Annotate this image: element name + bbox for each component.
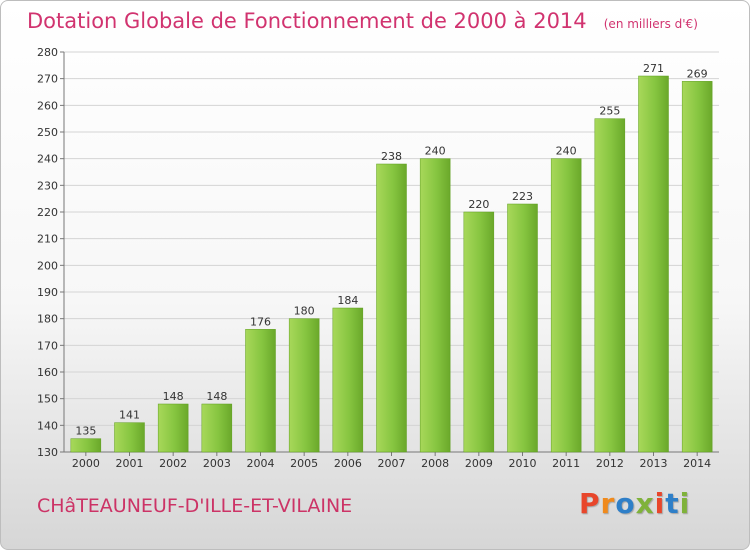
bar [681,81,713,453]
x-tick-label: 2002 [159,457,187,470]
bar [70,438,102,453]
y-tick-label: 160 [37,366,58,379]
y-tick-label: 270 [37,73,58,86]
x-tick-label: 2008 [421,457,449,470]
chart-title: Dotation Globale de Fonctionnement de 20… [27,9,587,33]
y-tick-label: 240 [37,153,58,166]
bar [419,158,451,453]
bar [376,163,407,453]
y-tick-label: 220 [37,206,58,219]
x-tick-label: 2009 [465,457,493,470]
bar-value-label: 240 [556,145,577,158]
x-tick-label: 2003 [203,457,231,470]
bar [550,158,582,453]
bar [463,211,495,453]
bar-value-label: 238 [381,150,402,163]
bar [114,422,145,453]
bar-value-label: 176 [250,315,271,328]
bar-value-label: 220 [468,198,489,211]
x-tick-label: 2000 [72,457,100,470]
bar [507,203,538,453]
y-tick-label: 210 [37,233,58,246]
commune-name: CHâTEAUNEUF-D'ILLE-ET-VILAINE [37,495,353,517]
logo-letter: P [579,487,601,520]
x-tick-label: 2013 [640,457,668,470]
y-tick-label: 170 [37,339,58,352]
bar-value-label: 255 [599,105,620,118]
logo-letter: o [615,487,636,520]
labels: 135 2000 141 2001 148 2002 148 2003 176 2004 180 20… [72,62,711,470]
bar-value-label: 223 [512,190,533,203]
bar [638,75,669,453]
x-tick-label: 2001 [116,457,144,470]
bar [245,329,276,453]
proxiti-logo[interactable]: Proxiti [579,487,690,520]
y-tick-label: 250 [37,126,58,139]
y-tick-label: 150 [37,393,58,406]
x-tick-label: 2005 [290,457,318,470]
y-tick-label: 140 [37,419,58,432]
y-tick-label: 190 [37,286,58,299]
bar-value-label: 240 [425,145,446,158]
bar [157,403,189,453]
x-tick-label: 2007 [378,457,406,470]
bar-value-label: 269 [687,67,708,80]
y-tick-label: 200 [37,259,58,272]
bar-value-label: 135 [75,425,96,438]
logo-letter: t [665,487,680,520]
bar-value-label: 180 [294,305,315,318]
y-tick-label: 230 [37,179,58,192]
logo-letter: r [600,487,616,520]
logo-letter: i [679,487,691,520]
logo-letter: i [654,487,666,520]
y-tick-label: 260 [37,99,58,112]
bar [332,307,364,453]
bars [70,75,713,453]
y-tick-label: 280 [37,46,58,59]
x-tick-label: 2006 [334,457,362,470]
x-tick-label: 2012 [596,457,624,470]
bar-value-label: 148 [206,390,227,403]
chart-header: Dotation Globale de Fonctionnement de 20… [27,9,698,33]
y-tick-label: 130 [37,446,58,459]
x-tick-label: 2011 [552,457,580,470]
x-tick-label: 2010 [509,457,537,470]
bar-value-label: 148 [163,390,184,403]
chart-unit: (en milliers d'€) [603,17,698,31]
bar [594,118,626,453]
x-tick-label: 2014 [683,457,711,470]
y-tick-label: 180 [37,313,58,326]
bar-value-label: 184 [337,294,358,307]
bar-value-label: 271 [643,62,664,75]
bar-value-label: 141 [119,409,140,422]
x-tick-label: 2004 [247,457,275,470]
logo-letter: x [635,487,655,520]
bar [288,318,320,453]
bar [201,403,233,453]
